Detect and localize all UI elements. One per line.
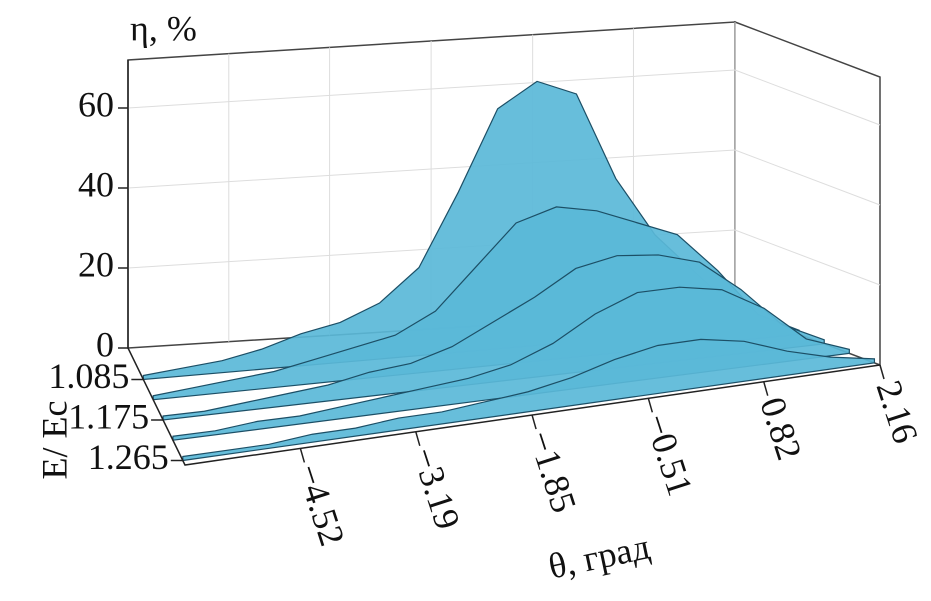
x-tick-label: −4.52 — [289, 459, 353, 551]
y-tick-label: 1.265 — [88, 437, 169, 477]
z-tick-label: 20 — [78, 244, 114, 284]
x-tick — [879, 364, 885, 380]
x-tick — [531, 414, 537, 430]
z-axis-title: η, % — [130, 8, 197, 48]
y-tick-label: 1.085 — [48, 356, 129, 396]
x-tick-label: −0.51 — [637, 409, 701, 501]
x-axis-title: θ, град — [545, 526, 653, 586]
x-tick — [647, 398, 654, 413]
x-tick-label: −3.19 — [404, 442, 468, 534]
x-tick — [763, 381, 769, 396]
y-tick-label: 1.175 — [68, 396, 149, 436]
x-tick-label: 2.16 — [869, 376, 927, 448]
x-tick-label: −1.85 — [521, 426, 585, 518]
surface-row — [172, 286, 850, 441]
x-tick — [299, 448, 306, 463]
z-tick-label: 0 — [96, 324, 114, 364]
z-tick-label: 40 — [78, 164, 114, 204]
z-tick-label: 60 — [78, 84, 114, 124]
y-axis-title: E/ Ec — [34, 401, 74, 480]
x-tick — [415, 431, 421, 446]
surface-row — [182, 338, 876, 462]
x-tick-label: 0.82 — [752, 392, 810, 464]
